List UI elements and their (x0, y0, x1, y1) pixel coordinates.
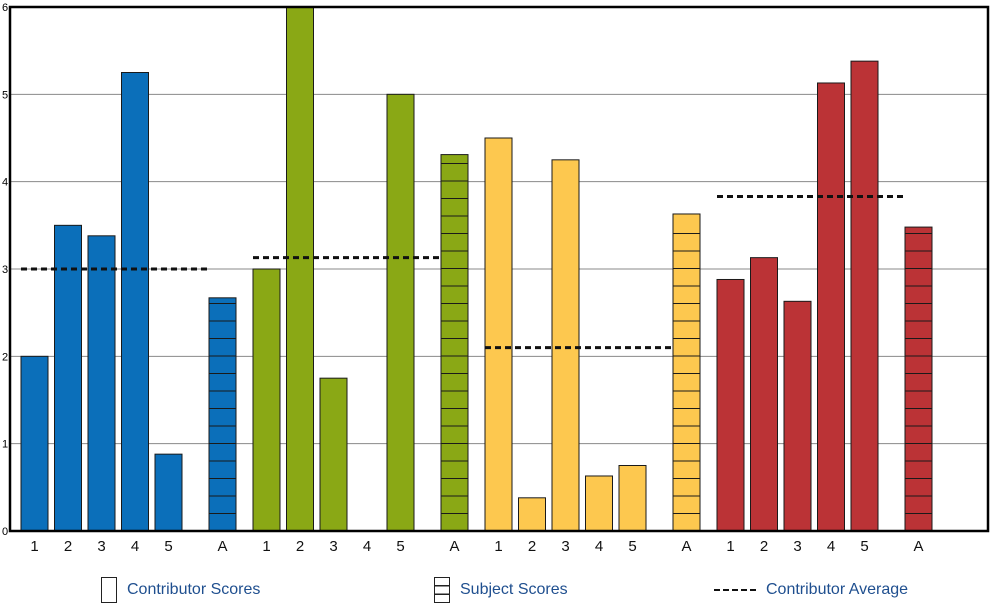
contributor-bar (319, 377, 348, 532)
contributor-bar (20, 355, 49, 532)
contributor-average-label: Contributor Average (766, 581, 909, 598)
x-category-label: 4 (131, 538, 139, 555)
x-category-label: 1 (262, 538, 270, 555)
contributor-bar (817, 82, 845, 532)
contributor-bar (783, 300, 812, 532)
legend-contributor-scores: Contributor Scores (101, 576, 260, 604)
x-category-label: 3 (793, 538, 801, 555)
subject-bar (672, 213, 701, 532)
subject-scores-swatch (434, 577, 450, 603)
y-tick-label: 6 (2, 2, 8, 14)
y-tick-label: 3 (2, 264, 8, 276)
average-lines (21, 195, 905, 350)
score-chart: 0 1 2 3 4 5 6 1 2 3 4 5 A 1 2 3 4 5 A 1 2 3 4 5 A 1 2 3 4 5 A (2, 2, 990, 555)
contributor-bar (154, 453, 183, 532)
contributor-bar (518, 497, 546, 532)
x-category-label: 4 (363, 538, 371, 555)
x-category-label: 1 (494, 538, 502, 555)
contributor-scores-label: Contributor Scores (127, 581, 261, 598)
contributor-scores-swatch (101, 577, 117, 603)
contributor-bar (121, 72, 149, 532)
y-tick-label: 4 (2, 177, 8, 189)
x-category-label: 3 (561, 538, 569, 555)
x-category-label: 2 (760, 538, 768, 555)
subject-bar (208, 297, 237, 532)
legend-contributor-average: Contributor Average (714, 576, 908, 604)
contributor-bar (386, 93, 415, 532)
x-subject-label: A (449, 538, 459, 555)
x-axis-labels: 1 2 3 4 5 A 1 2 3 4 5 A 1 2 3 4 5 A 1 2 3 4 5 A (30, 538, 923, 555)
x-category-label: 4 (595, 538, 603, 555)
x-category-label: 2 (64, 538, 72, 555)
y-axis-ticks: 0 1 2 3 4 5 6 (2, 2, 8, 538)
x-subject-label: A (217, 538, 227, 555)
y-tick-label: 2 (2, 351, 8, 363)
subject-bar (904, 226, 933, 532)
x-category-label: 1 (726, 538, 734, 555)
subject-scores-label: Subject Scores (460, 581, 568, 598)
x-category-label: 3 (329, 538, 337, 555)
x-category-label: 2 (296, 538, 304, 555)
contributor-bar (252, 268, 281, 532)
y-tick-label: 0 (2, 526, 8, 538)
contributor-bar (54, 224, 82, 532)
contributor-bar (286, 6, 314, 532)
x-subject-label: A (681, 538, 691, 555)
x-category-label: 3 (97, 538, 105, 555)
contributor-bar (618, 465, 647, 532)
x-category-label: 5 (860, 538, 868, 555)
plot-frame (8, 5, 990, 533)
y-tick-label: 5 (2, 89, 8, 101)
x-category-label: 2 (528, 538, 536, 555)
x-category-label: 5 (396, 538, 404, 555)
x-subject-label: A (913, 538, 923, 555)
bars (20, 6, 933, 532)
contributor-bar (551, 159, 580, 532)
x-category-label: 5 (628, 538, 636, 555)
contributor-bar (750, 257, 778, 532)
contributor-bar (87, 235, 116, 532)
contributor-average-swatch (714, 589, 756, 591)
subject-bar (440, 154, 469, 532)
x-category-label: 4 (827, 538, 835, 555)
x-category-label: 5 (164, 538, 172, 555)
contributor-bar (585, 475, 613, 532)
contributor-bar (716, 278, 745, 532)
contributor-bar (850, 60, 879, 532)
y-tick-label: 1 (2, 439, 8, 451)
legend-subject-scores: Subject Scores (434, 576, 568, 604)
contributor-bar (484, 137, 513, 532)
x-category-label: 1 (30, 538, 38, 555)
